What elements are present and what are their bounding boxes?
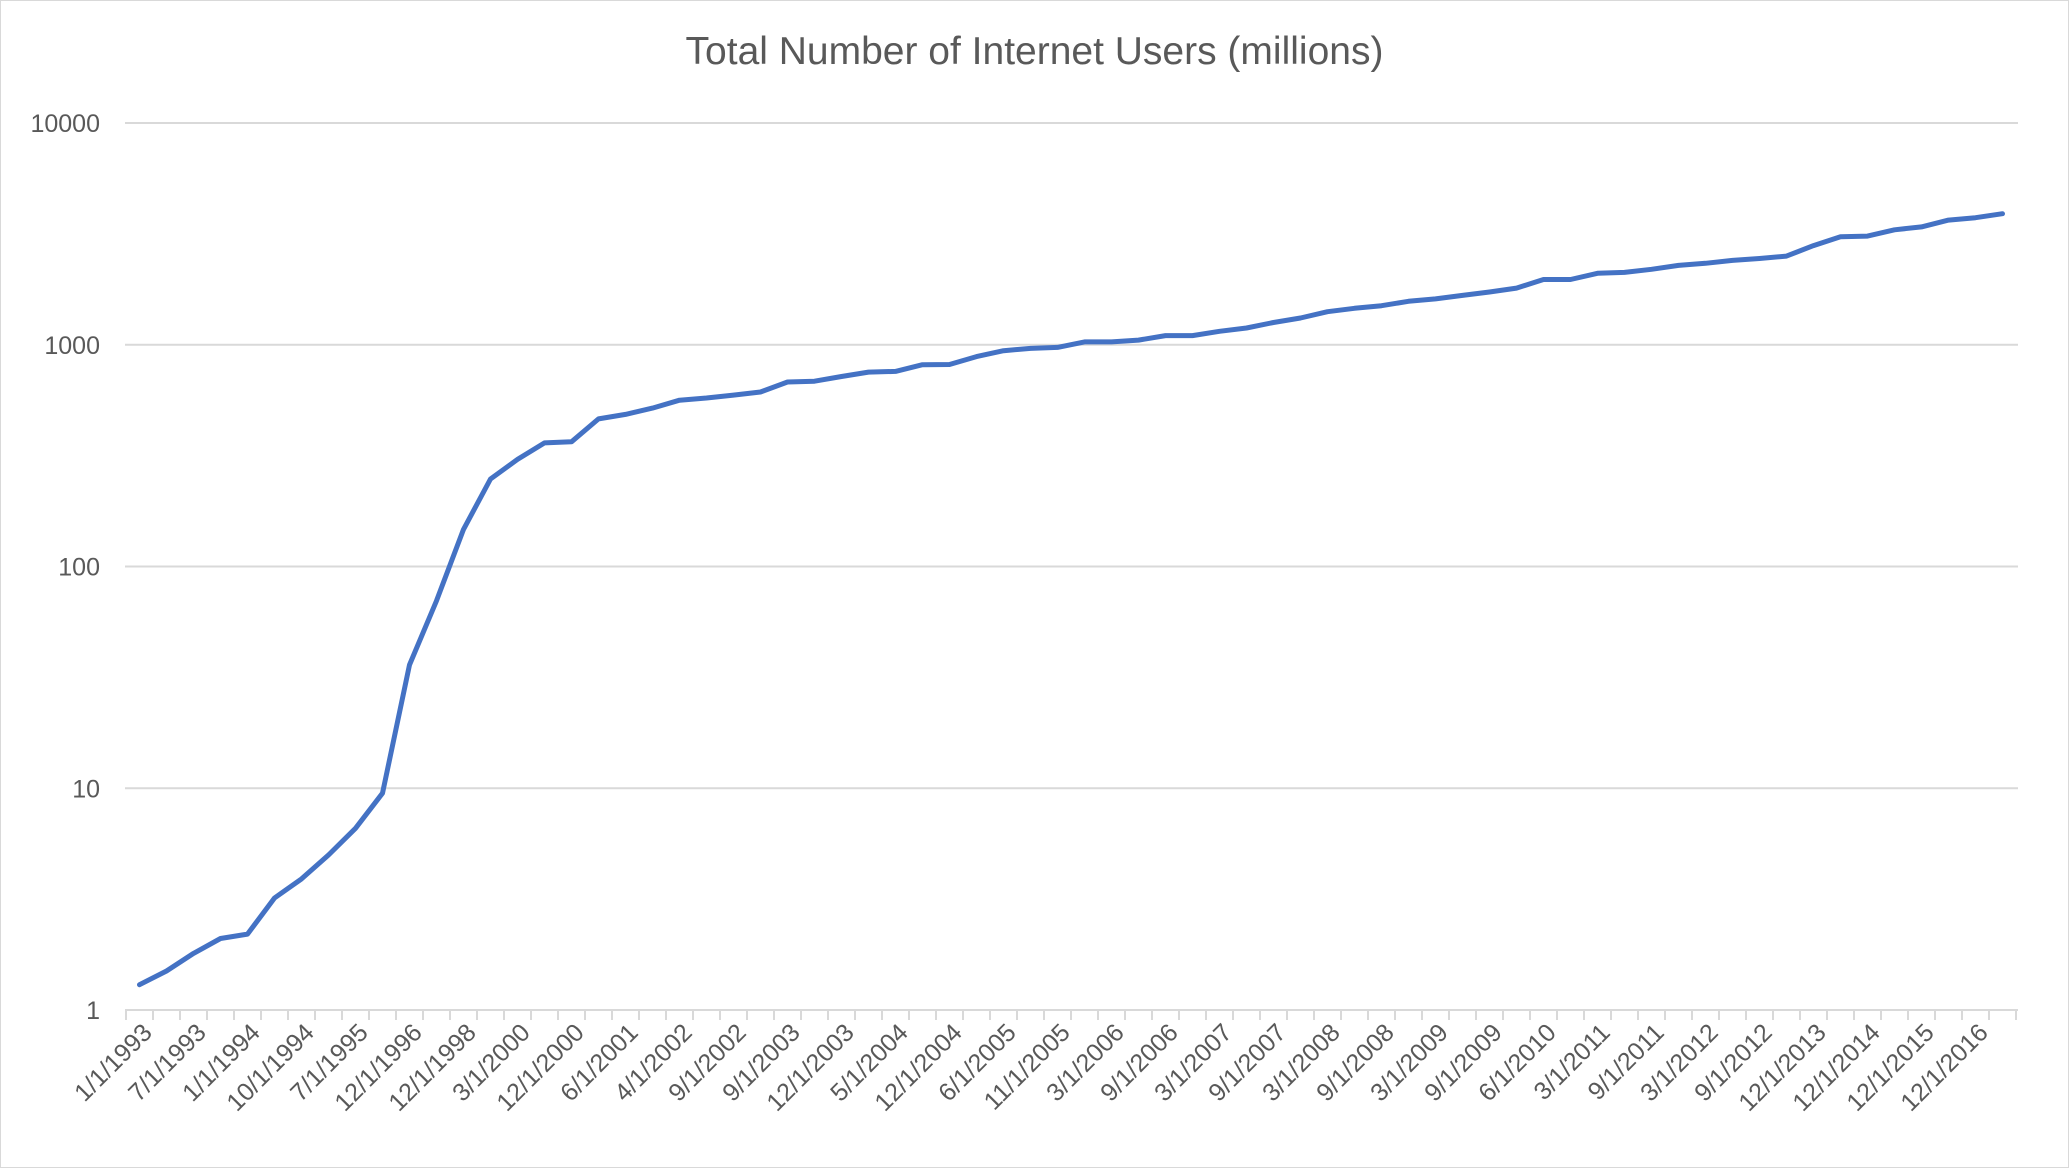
x-axis bbox=[125, 1009, 2018, 1020]
series-group bbox=[137, 211, 2005, 988]
gridlines bbox=[125, 122, 2018, 790]
y-tick-label: 10000 bbox=[30, 110, 100, 138]
series-line-0 bbox=[137, 211, 2005, 988]
y-tick-label: 1 bbox=[86, 997, 100, 1025]
chart-title: Total Number of Internet Users (millions… bbox=[685, 30, 1384, 73]
y-axis-tick-labels: 1 10 100 1000 10000 bbox=[30, 110, 100, 1025]
y-tick-label: 1000 bbox=[44, 332, 100, 360]
y-tick-label: 100 bbox=[58, 554, 100, 582]
y-tick-label: 10 bbox=[72, 775, 100, 803]
x-axis-tick-labels: 1/1/19937/1/19931/1/199410/1/19947/1/199… bbox=[69, 1018, 1994, 1117]
